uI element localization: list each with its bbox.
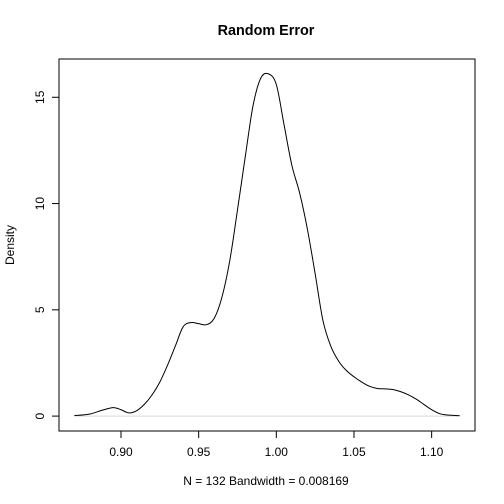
plot-frame (58, 58, 476, 432)
y-tick-label: 5 (33, 306, 47, 313)
y-axis: 0 5 10 15 (33, 90, 60, 419)
x-tick-label: 1.00 (265, 445, 289, 459)
y-tick-label: 10 (33, 197, 47, 211)
x-tick-label: 1.05 (342, 445, 366, 459)
y-tick-label: 15 (33, 90, 47, 104)
x-axis: 0.90 0.95 1.00 1.05 1.10 (109, 430, 444, 459)
chart-title: Random Error (218, 23, 315, 39)
y-tick-label: 0 (33, 412, 47, 419)
density-curve (74, 72, 460, 417)
x-tick-label: 0.90 (109, 445, 133, 459)
x-tick-label: 1.10 (420, 445, 444, 459)
y-axis-title: Density (3, 225, 17, 265)
x-tick-label: 0.95 (187, 445, 211, 459)
x-axis-title: N = 132 Bandwidth = 0.008169 (183, 474, 349, 488)
